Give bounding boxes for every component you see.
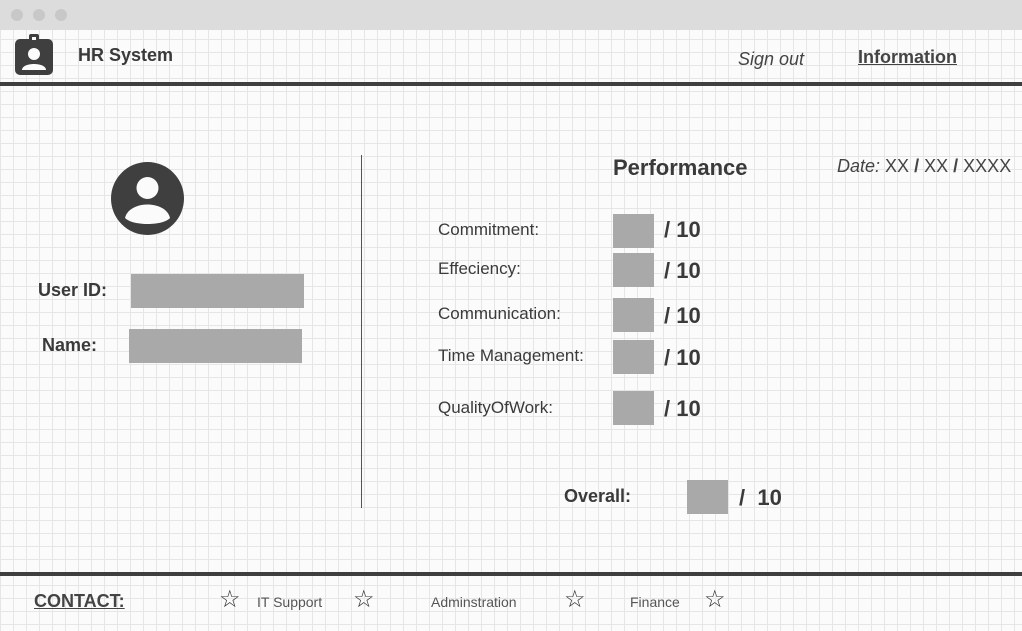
criterion-label-efficiency: Effeciency: <box>438 259 521 278</box>
score-field-commitment[interactable] <box>613 214 654 248</box>
score-max-quality-of-work: / 10 <box>664 396 701 421</box>
footer-divider <box>0 572 1022 576</box>
footer-link-finance[interactable]: Finance <box>630 594 680 610</box>
overall-label: Overall: <box>564 486 632 506</box>
date-month: XX <box>924 156 949 176</box>
score-field-efficiency[interactable] <box>613 253 654 287</box>
star-icon[interactable]: ☆ <box>353 586 375 613</box>
date-day: XX <box>885 156 910 176</box>
window-minimize-dot[interactable] <box>33 9 45 21</box>
star-icon[interactable]: ☆ <box>219 586 241 613</box>
performance-title: Performance <box>613 155 748 180</box>
user-avatar-icon <box>111 162 184 235</box>
header-divider <box>0 82 1022 86</box>
criterion-label-time-management: Time Management: <box>438 346 584 365</box>
score-max-efficiency: / 10 <box>664 258 701 283</box>
score-field-quality-of-work[interactable] <box>613 391 654 425</box>
score-max-communication: / 10 <box>664 303 701 328</box>
date-label: Date: <box>837 156 881 176</box>
window-close-dot[interactable] <box>11 9 23 21</box>
contact-label: CONTACT: <box>34 591 125 611</box>
user-id-field[interactable] <box>131 274 304 308</box>
score-max-time-management: / 10 <box>664 345 701 370</box>
footer-link-it-support[interactable]: IT Support <box>257 594 323 610</box>
score-max-commitment: / 10 <box>664 217 701 242</box>
footer-link-administration[interactable]: Adminstration <box>431 594 517 610</box>
star-icon[interactable]: ☆ <box>704 586 726 613</box>
user-id-label: User ID: <box>38 280 108 300</box>
date-display: Date: XX / XX / XXXX <box>837 156 1011 177</box>
name-label: Name: <box>42 335 98 355</box>
id-badge-icon <box>14 34 54 76</box>
star-icon[interactable]: ☆ <box>564 586 586 613</box>
date-separator: / <box>914 156 920 176</box>
app-title: HR System <box>78 45 174 65</box>
score-field-time-management[interactable] <box>613 340 654 374</box>
score-max-overall: / 10 <box>739 485 782 510</box>
score-field-overall[interactable] <box>687 480 728 514</box>
criterion-label-communication: Communication: <box>438 304 561 323</box>
window-titlebar <box>0 0 1022 30</box>
date-year: XXXX <box>963 156 1012 176</box>
sign-out-link[interactable]: Sign out <box>738 49 805 69</box>
window-maximize-dot[interactable] <box>55 9 67 21</box>
criterion-label-commitment: Commitment: <box>438 220 540 239</box>
panel-divider <box>361 155 362 508</box>
date-separator: / <box>953 156 959 176</box>
criterion-label-quality-of-work: QualityOfWork: <box>438 398 553 417</box>
name-field[interactable] <box>129 329 302 363</box>
score-field-communication[interactable] <box>613 298 654 332</box>
information-link[interactable]: Information <box>858 47 957 67</box>
